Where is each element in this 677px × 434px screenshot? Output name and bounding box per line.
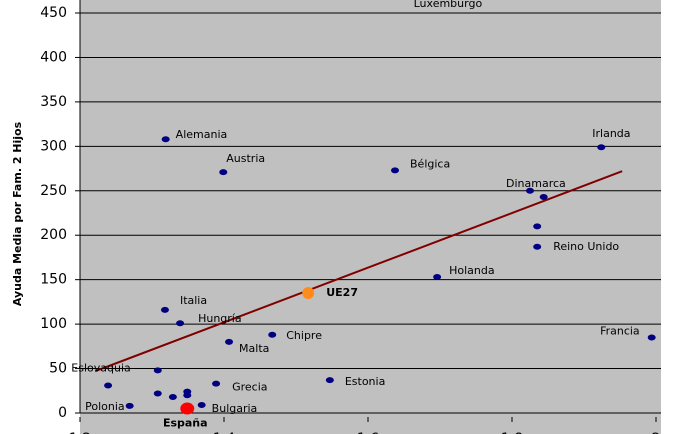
point-label: UE27 [326, 286, 358, 299]
data-point [597, 144, 606, 151]
data-point [153, 367, 162, 374]
data-point [160, 306, 169, 313]
data-point [325, 377, 334, 384]
point-label: Chipre [286, 329, 322, 342]
point-label: Grecia [232, 381, 267, 394]
data-point [647, 334, 656, 341]
data-point [125, 402, 134, 409]
data-point [526, 187, 534, 194]
point-label: Hungría [198, 312, 242, 325]
plot-area [80, 0, 661, 434]
data-point [533, 223, 542, 230]
y-tick-label: 250 [40, 183, 67, 199]
data-point [161, 136, 170, 143]
y-tick-label: 350 [40, 94, 67, 110]
point-label: Alemania [176, 128, 228, 141]
data-point [225, 338, 234, 345]
data-point [302, 287, 315, 299]
data-point [433, 274, 442, 280]
data-point [391, 167, 399, 174]
data-point [104, 382, 113, 389]
point-label: Estonia [345, 375, 386, 388]
point-label: Italia [180, 294, 207, 307]
trendline [94, 170, 623, 373]
data-point [219, 169, 228, 176]
data-point [268, 331, 277, 338]
point-label: Holanda [449, 264, 495, 277]
point-label: Luxemburgo [414, 0, 483, 10]
point-label: Bélgica [410, 157, 450, 170]
x-tick-label: 1,8 [501, 431, 523, 434]
point-label: Austria [226, 152, 265, 165]
x-tick-label: 2 [652, 431, 661, 434]
point-label: Reino Unido [553, 240, 619, 253]
data-point [539, 194, 548, 200]
data-point [197, 402, 206, 408]
point-label: Bulgaria [212, 402, 258, 415]
data-point [176, 320, 185, 327]
point-label: Dinamarca [506, 177, 566, 190]
point-label: Polonia [85, 400, 125, 413]
data-point [168, 394, 177, 400]
point-label: España [163, 417, 208, 430]
data-point [533, 243, 542, 250]
point-label: Irlanda [592, 127, 630, 140]
point-label: Eslovaquia [71, 361, 130, 374]
data-point [212, 380, 221, 387]
x-tick-label: 1,4 [213, 431, 235, 434]
y-tick-label: 50 [49, 361, 67, 377]
data-point [180, 402, 195, 415]
y-tick-label: 200 [40, 227, 67, 243]
y-tick-label: 0 [58, 405, 67, 421]
x-tick-label: 1,6 [357, 431, 379, 434]
y-tick-label: 400 [40, 49, 67, 65]
point-label: Francia [600, 324, 640, 337]
data-point [153, 390, 162, 397]
y-tick-label: 150 [40, 272, 67, 288]
data-point [183, 392, 192, 399]
y-tick-label: 100 [40, 316, 67, 332]
point-label: Malta [239, 342, 269, 355]
y-tick-label: 450 [40, 5, 67, 21]
y-axis-label: Ayuda Media por Fam. 2 Hijos [11, 121, 24, 306]
y-tick-label: 300 [40, 138, 67, 154]
x-tick-label: 1,2 [69, 431, 91, 434]
